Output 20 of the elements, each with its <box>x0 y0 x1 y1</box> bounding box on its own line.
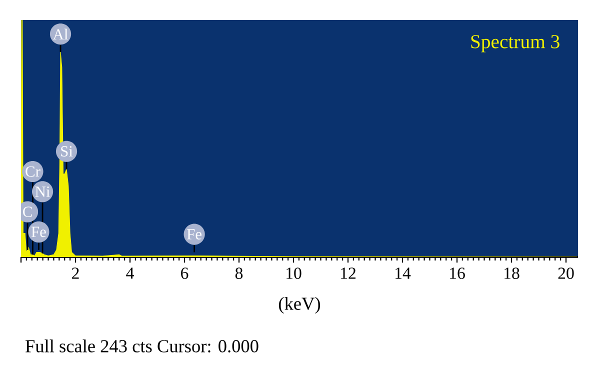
x-tick-label: 12 <box>341 268 356 279</box>
text: Spectrum 3 <box>471 35 560 52</box>
x-tick-label: 2 <box>72 268 79 279</box>
x-axis-title: (keV) <box>278 297 320 314</box>
x-tick-label: 8 <box>235 268 243 279</box>
x-tick-label: 4 <box>126 268 134 279</box>
annotation: C <box>23 206 32 217</box>
x-tick-label: 10 <box>286 268 302 279</box>
x-tick-label: 16 <box>450 268 465 279</box>
x-tick-label: 14 <box>396 268 411 279</box>
annotation: Al <box>52 28 68 40</box>
annotation: Cr <box>26 166 40 177</box>
x-tick-label: 20 <box>558 268 574 279</box>
x-tick-label: 6 <box>181 268 188 279</box>
annotation: Si <box>61 146 73 157</box>
annotation: Fe <box>187 229 202 240</box>
annotation: Ni <box>35 186 50 197</box>
x-tick-label: 18 <box>504 268 520 279</box>
annotation: Fe <box>31 226 46 238</box>
text: Full scale 243 cts Cursor: 0.000 <box>26 340 258 352</box>
